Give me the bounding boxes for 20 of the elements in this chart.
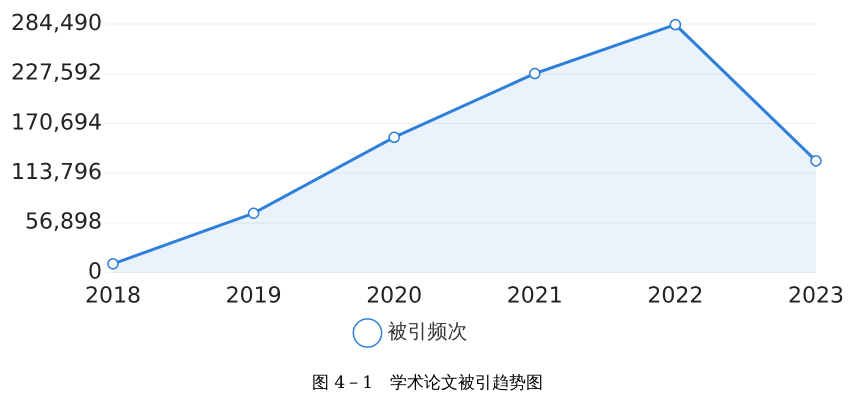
- x-tick-label: 2020: [366, 284, 422, 309]
- point: [670, 18, 682, 30]
- x-tick-label: 2022: [647, 284, 704, 309]
- x-tick-label: 2021: [506, 284, 563, 309]
- point: [107, 258, 119, 270]
- point: [248, 207, 260, 219]
- point: [810, 155, 822, 167]
- y-tick-label: 227,592: [10, 60, 102, 86]
- point: [388, 132, 400, 144]
- legend-label: 被引频次: [388, 319, 468, 344]
- y-tick-label: 170,694: [10, 110, 102, 136]
- caption: 图 4－1 学术论文被引趋势图: [310, 372, 544, 394]
- point: [529, 68, 541, 80]
- x-tick-label: 2019: [226, 284, 282, 309]
- y-tick-label: 113,796: [10, 160, 102, 185]
- x-tick-label: 2018: [84, 284, 141, 309]
- y-tick-label: 284,490: [10, 10, 102, 36]
- y-tick-label: 0: [88, 259, 102, 284]
- x-tick-label: 2023: [788, 284, 844, 309]
- y-tick-label: 56,898: [24, 210, 102, 235]
